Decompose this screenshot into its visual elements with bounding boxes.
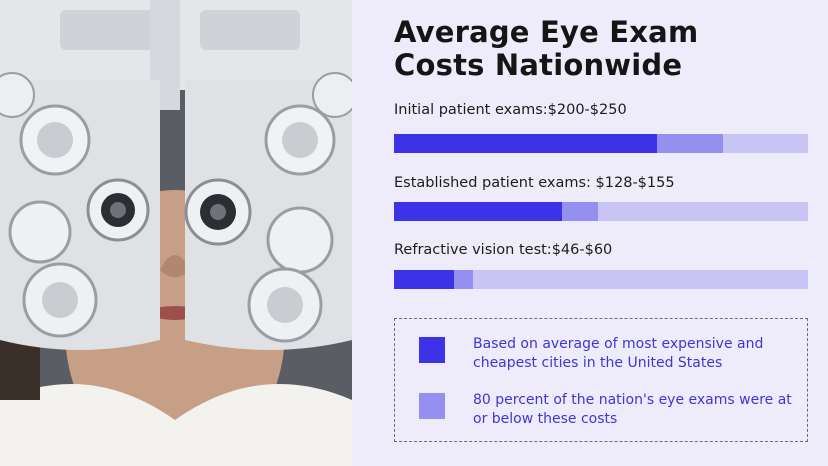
bar-track-initial [394,134,808,153]
bar-label-initial: Initial patient exams:$200-$250 [394,102,627,118]
phoropter-illustration [0,0,352,466]
title-line-1: Average Eye Exam [394,15,699,49]
bar-low-refractive [394,270,455,289]
chart-title: Average Eye Exam Costs Nationwide [394,16,814,82]
phoropter-photo [0,0,352,466]
bar-low-initial [394,134,657,153]
bar-track-refractive [394,270,808,289]
legend-text-high: 80 percent of the nation's eye exams wer… [473,392,792,427]
bar-track-established [394,202,808,221]
legend: Based on average of most expensive and c… [394,318,808,442]
bar-low-established [394,202,563,221]
bar-label-refractive: Refractive vision test:$46-$60 [394,242,613,258]
info-panel: Average Eye Exam Costs Nationwide Initia… [352,0,828,466]
legend-swatch-low [419,337,445,363]
legend-text-low: Based on average of most expensive and c… [473,336,764,371]
title-line-2: Costs Nationwide [394,48,683,82]
legend-swatch-high [419,393,445,419]
bar-label-established: Established patient exams: $128-$155 [394,175,675,191]
